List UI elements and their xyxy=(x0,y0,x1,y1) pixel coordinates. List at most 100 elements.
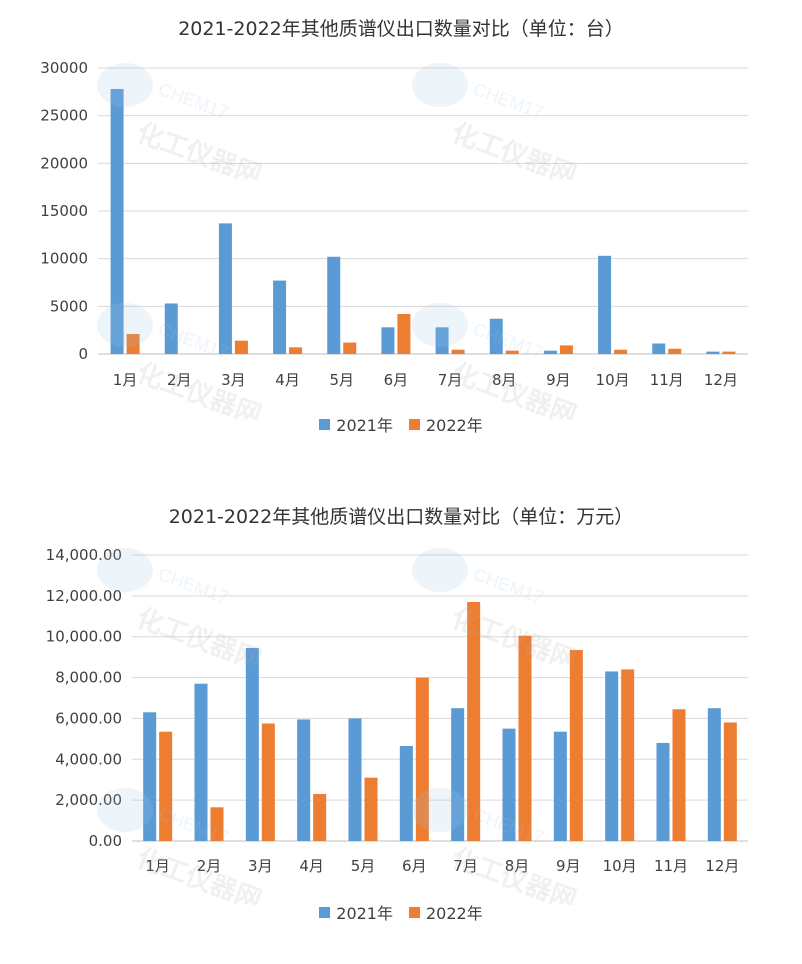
legend-label-2021: 2021年 xyxy=(336,416,393,435)
x-tick-label: 6月 xyxy=(384,371,409,389)
y-tick-label: 8,000.00 xyxy=(55,669,122,687)
bar-2021 xyxy=(598,255,612,354)
bar-2022 xyxy=(343,342,357,354)
bar-2022 xyxy=(614,349,628,354)
bar-2022 xyxy=(234,340,248,354)
y-tick-label: 2,000.00 xyxy=(55,791,122,809)
bar-2021 xyxy=(194,683,208,841)
x-tick-label: 7月 xyxy=(438,371,463,389)
chart-units: 2021-2022年其他质谱仪出口数量对比（单位：台） 0 5000 10000 15… xyxy=(0,0,802,470)
chart-plot-area: 0.00 2,000.00 4,000.00 6,000.00 8,000.00 10,0… xyxy=(46,546,748,875)
bar-2021 xyxy=(605,671,619,841)
x-tick-label: 10月 xyxy=(596,371,630,389)
legend-item-2021: 2021年 xyxy=(319,412,393,436)
bar-2021 xyxy=(656,742,670,841)
x-tick-label: 2月 xyxy=(167,371,192,389)
bar-2021 xyxy=(707,708,721,841)
x-tick-label: 1月 xyxy=(145,857,170,875)
legend-item-2022: 2022年 xyxy=(409,412,483,436)
bar-2021 xyxy=(348,718,362,841)
bar-2021 xyxy=(502,728,516,841)
bar-2022 xyxy=(210,807,224,841)
bar-2021 xyxy=(399,746,413,841)
x-tick-label: 11月 xyxy=(654,857,688,875)
bar-2022 xyxy=(518,635,532,841)
bar-2022 xyxy=(159,731,173,841)
bar-2021 xyxy=(543,350,557,354)
y-tick-label: 30000 xyxy=(40,59,88,77)
bar-2022 xyxy=(722,351,736,354)
bar-2021 xyxy=(451,708,465,841)
legend-label-2022: 2022年 xyxy=(426,416,483,435)
x-tick-label: 4月 xyxy=(299,857,324,875)
bar-2021 xyxy=(435,327,449,354)
x-tick-label: 4月 xyxy=(275,371,300,389)
chart-legend: 2021年 2022年 xyxy=(0,412,802,436)
x-tick-label: 11月 xyxy=(650,371,684,389)
chart-value: 2021-2022年其他质谱仪出口数量对比（单位：万元） 0.00 2,000.0… xyxy=(0,490,802,964)
y-tick-label: 10,000.00 xyxy=(46,628,122,646)
x-tick-label: 9月 xyxy=(546,371,571,389)
bar-2022 xyxy=(569,649,583,841)
chart-title: 2021-2022年其他质谱仪出口数量对比（单位：台） xyxy=(178,18,624,40)
y-tick-label: 4,000.00 xyxy=(55,750,122,768)
bar-2021 xyxy=(381,327,395,354)
bar-2022 xyxy=(289,347,303,354)
bar-2022 xyxy=(364,777,378,841)
legend-swatch-2021 xyxy=(319,418,331,430)
y-tick-label: 0 xyxy=(78,345,88,363)
x-tick-label: 8月 xyxy=(492,371,517,389)
bar-2022 xyxy=(723,722,737,841)
bar-2021 xyxy=(245,647,259,841)
legend-swatch-2022 xyxy=(409,418,420,430)
y-tick-label: 20000 xyxy=(40,154,88,172)
bar-2021 xyxy=(110,88,124,355)
x-tick-label: 5月 xyxy=(329,371,354,389)
y-tick-label: 15000 xyxy=(40,202,88,220)
bar-2022 xyxy=(451,349,465,354)
bar-2021 xyxy=(652,343,666,354)
legend-label-2022: 2022年 xyxy=(426,904,483,923)
x-tick-label: 3月 xyxy=(248,857,273,875)
bar-2022 xyxy=(621,669,635,841)
bar-2021 xyxy=(164,303,178,354)
chart-legend: 2021年 2022年 xyxy=(0,900,802,924)
bar-2022 xyxy=(672,709,686,841)
bar-2021 xyxy=(273,280,287,354)
y-tick-label: 5000 xyxy=(50,297,88,315)
x-tick-label: 10月 xyxy=(603,857,637,875)
x-tick-label: 1月 xyxy=(113,371,138,389)
bar-2021 xyxy=(489,318,503,354)
bar-2022 xyxy=(261,723,275,841)
bar-2022 xyxy=(397,313,411,354)
x-tick-label: 8月 xyxy=(505,857,530,875)
bar-2022 xyxy=(415,677,429,841)
bar-2021 xyxy=(706,351,720,354)
x-tick-label: 3月 xyxy=(221,371,246,389)
legend-label-2021: 2021年 xyxy=(336,904,393,923)
bar-2021 xyxy=(143,712,157,841)
y-tick-label: 12,000.00 xyxy=(46,587,122,605)
bar-2021 xyxy=(327,256,341,354)
y-tick-label: 10000 xyxy=(40,250,88,268)
legend-item-2022: 2022年 xyxy=(409,900,483,924)
bar-2022 xyxy=(126,333,140,354)
x-tick-label: 2月 xyxy=(197,857,222,875)
x-tick-label: 7月 xyxy=(453,857,478,875)
y-tick-label: 14,000.00 xyxy=(46,546,122,564)
bar-2022 xyxy=(313,794,327,841)
bar-2021 xyxy=(218,223,232,354)
x-tick-label: 12月 xyxy=(705,857,739,875)
bar-2022 xyxy=(559,345,573,354)
x-tick-label: 5月 xyxy=(351,857,376,875)
y-tick-label: 0.00 xyxy=(89,832,122,850)
legend-swatch-2021 xyxy=(319,906,331,918)
y-tick-label: 6,000.00 xyxy=(55,709,122,727)
bar-2021 xyxy=(297,719,311,841)
x-tick-label: 12月 xyxy=(704,371,738,389)
chart-title: 2021-2022年其他质谱仪出口数量对比（单位：万元） xyxy=(168,506,634,528)
y-tick-label: 25000 xyxy=(40,107,88,125)
x-tick-label: 6月 xyxy=(402,857,427,875)
bar-2022 xyxy=(505,350,519,354)
legend-swatch-2022 xyxy=(409,906,420,918)
